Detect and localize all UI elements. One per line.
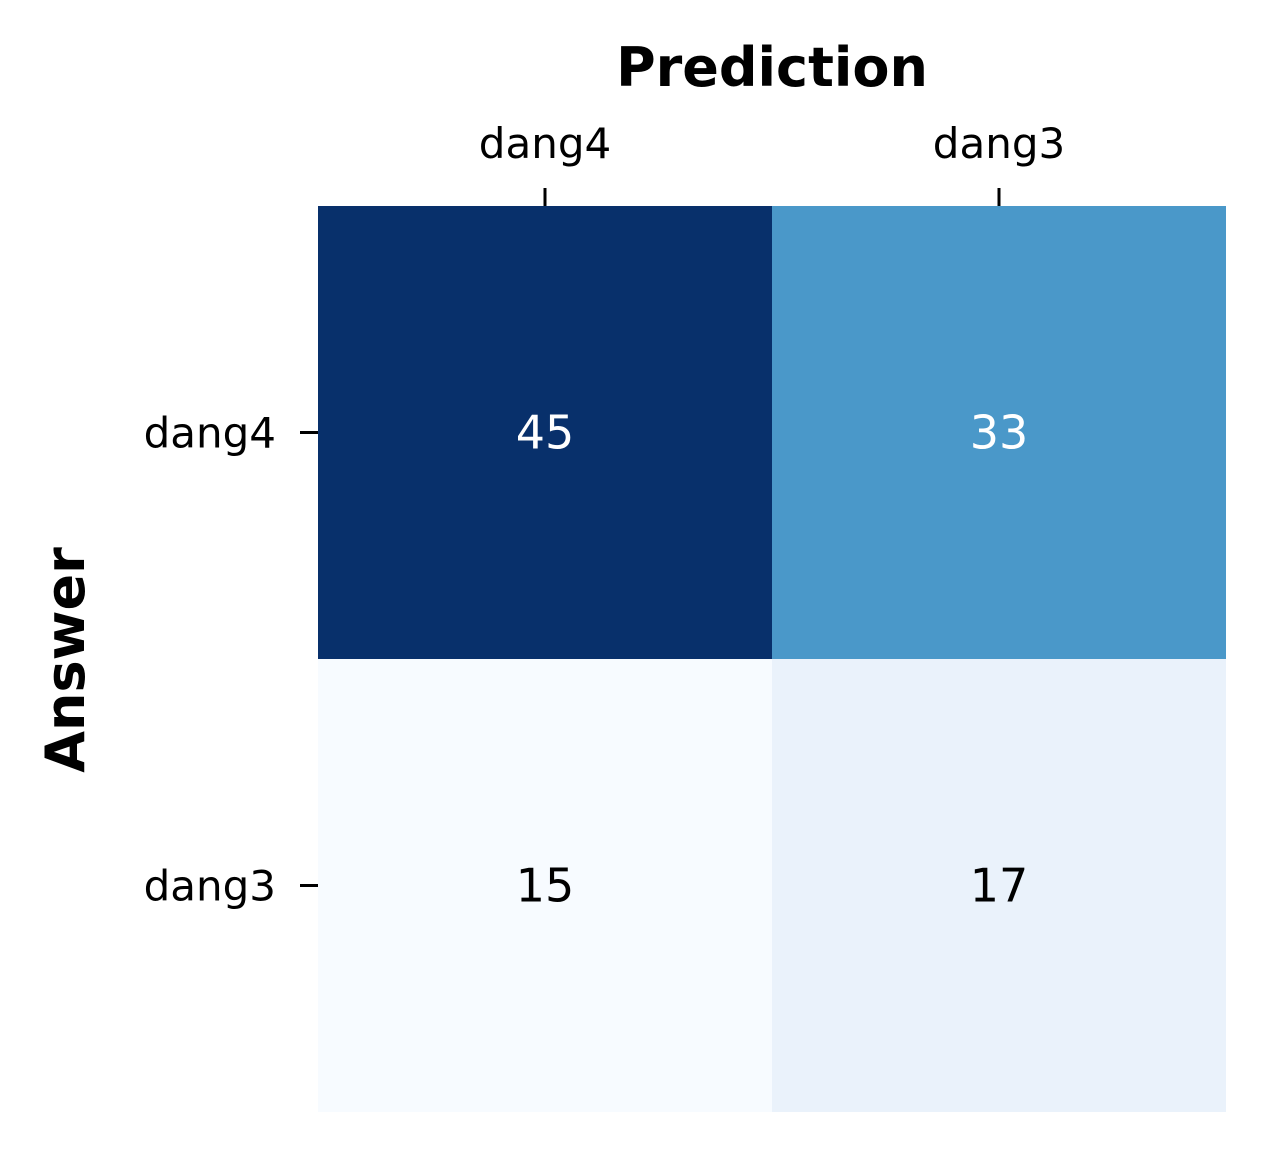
cell-value-label: 33	[970, 406, 1029, 460]
heatmap-cell-dang3-dang4	[318, 659, 772, 1112]
heatmap-cells	[318, 206, 1226, 1112]
y-tick-label: dang3	[144, 862, 276, 911]
heatmap-cell-dang3-dang3	[772, 659, 1226, 1112]
x-axis-title: Prediction	[616, 36, 928, 99]
cell-value-labels: 45 33 15 17	[516, 406, 1029, 913]
y-axis-ticks: dang4 dang3	[144, 409, 318, 911]
cell-value-label: 15	[516, 859, 575, 913]
x-axis-ticks: dang4 dang3	[479, 119, 1065, 206]
y-tick-label: dang4	[144, 409, 276, 458]
heatmap-cell-dang4-dang4	[318, 206, 772, 659]
heatmap-cell-dang4-dang3	[772, 206, 1226, 659]
cell-value-label: 17	[970, 859, 1029, 913]
y-axis-title: Answer	[34, 547, 97, 773]
x-tick-label: dang4	[479, 119, 611, 168]
cell-value-label: 45	[516, 406, 575, 460]
x-tick-label: dang3	[933, 119, 1065, 168]
